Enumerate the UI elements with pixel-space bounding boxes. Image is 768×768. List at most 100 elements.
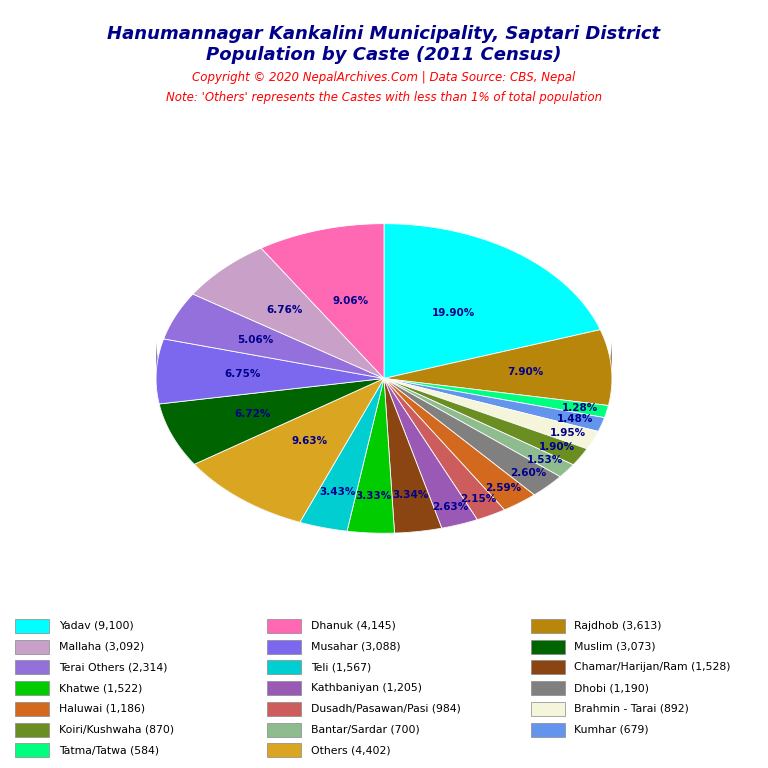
Polygon shape	[298, 483, 300, 522]
Text: 1.28%: 1.28%	[561, 402, 598, 412]
Polygon shape	[384, 339, 535, 495]
Bar	[531, 723, 564, 737]
Polygon shape	[272, 475, 273, 514]
Polygon shape	[347, 379, 395, 533]
Text: 2.63%: 2.63%	[432, 502, 468, 512]
Text: Muslim (3,073): Muslim (3,073)	[574, 641, 656, 652]
Polygon shape	[384, 339, 395, 533]
Text: 6.72%: 6.72%	[234, 409, 271, 419]
Text: Koiri/Kushwaha (870): Koiri/Kushwaha (870)	[59, 724, 174, 735]
Polygon shape	[220, 448, 222, 487]
Polygon shape	[266, 472, 267, 511]
Bar	[531, 640, 564, 654]
Bar	[267, 660, 301, 674]
Polygon shape	[292, 482, 293, 521]
Polygon shape	[284, 478, 286, 518]
Bar	[15, 723, 49, 737]
Polygon shape	[253, 466, 254, 505]
Polygon shape	[224, 450, 226, 490]
Polygon shape	[300, 379, 384, 531]
Polygon shape	[384, 379, 587, 465]
Text: Note: 'Others' represents the Castes with less than 1% of total population: Note: 'Others' represents the Castes wit…	[166, 91, 602, 104]
Polygon shape	[260, 469, 261, 508]
Polygon shape	[263, 471, 264, 510]
Polygon shape	[228, 452, 230, 492]
Text: Kumhar (679): Kumhar (679)	[574, 724, 649, 735]
Text: 1.95%: 1.95%	[550, 428, 586, 438]
Polygon shape	[384, 339, 604, 418]
Text: Copyright © 2020 NepalArchives.Com | Data Source: CBS, Nepal: Copyright © 2020 NepalArchives.Com | Dat…	[192, 71, 576, 84]
Polygon shape	[384, 339, 477, 520]
Polygon shape	[210, 440, 211, 479]
Polygon shape	[254, 467, 255, 506]
Bar	[531, 702, 564, 716]
Text: 2.15%: 2.15%	[460, 494, 496, 504]
Polygon shape	[286, 479, 287, 518]
Polygon shape	[198, 429, 200, 469]
Bar	[267, 723, 301, 737]
Polygon shape	[384, 379, 477, 528]
Bar	[531, 660, 564, 674]
Polygon shape	[283, 478, 284, 518]
Polygon shape	[384, 339, 598, 432]
Polygon shape	[384, 379, 442, 533]
Polygon shape	[222, 449, 223, 488]
Text: Mallaha (3,092): Mallaha (3,092)	[59, 641, 144, 652]
Polygon shape	[223, 449, 224, 489]
Polygon shape	[347, 339, 384, 531]
Bar	[15, 660, 49, 674]
Polygon shape	[384, 379, 604, 432]
Text: 2.59%: 2.59%	[485, 483, 521, 493]
Polygon shape	[226, 451, 227, 491]
Polygon shape	[194, 339, 384, 465]
Polygon shape	[384, 339, 560, 477]
Text: 3.34%: 3.34%	[392, 490, 429, 500]
Text: Population by Caste (2011 Census): Population by Caste (2011 Census)	[207, 46, 561, 64]
Polygon shape	[218, 446, 220, 485]
Polygon shape	[230, 454, 232, 494]
Polygon shape	[275, 475, 276, 515]
Polygon shape	[216, 444, 217, 484]
Polygon shape	[255, 468, 257, 507]
Polygon shape	[293, 482, 295, 521]
Polygon shape	[241, 461, 243, 500]
Bar	[531, 619, 564, 633]
Polygon shape	[384, 339, 573, 465]
Polygon shape	[296, 483, 298, 521]
Polygon shape	[261, 470, 263, 509]
Polygon shape	[384, 329, 612, 406]
Polygon shape	[240, 460, 241, 499]
Bar	[15, 619, 49, 633]
Polygon shape	[384, 339, 442, 528]
Text: Hanumannagar Kankalini Municipality, Saptari District: Hanumannagar Kankalini Municipality, Sap…	[108, 25, 660, 42]
Polygon shape	[384, 339, 477, 520]
Polygon shape	[201, 432, 203, 472]
Bar	[15, 640, 49, 654]
Polygon shape	[384, 339, 608, 406]
Bar	[15, 681, 49, 695]
Polygon shape	[243, 461, 244, 501]
Polygon shape	[261, 223, 384, 379]
Text: 9.63%: 9.63%	[291, 436, 327, 446]
Text: 3.43%: 3.43%	[319, 487, 356, 497]
Text: 3.33%: 3.33%	[356, 491, 392, 501]
Text: 1.53%: 1.53%	[527, 455, 563, 465]
Polygon shape	[281, 478, 283, 517]
Polygon shape	[270, 474, 272, 513]
Polygon shape	[233, 456, 234, 495]
Text: 9.06%: 9.06%	[333, 296, 369, 306]
Polygon shape	[276, 476, 278, 515]
Text: Musahar (3,088): Musahar (3,088)	[311, 641, 401, 652]
Polygon shape	[384, 339, 573, 465]
Polygon shape	[237, 458, 239, 498]
Polygon shape	[295, 482, 296, 521]
Polygon shape	[289, 480, 290, 519]
Polygon shape	[384, 339, 598, 432]
Text: Bantar/Sardar (700): Bantar/Sardar (700)	[311, 724, 420, 735]
Polygon shape	[273, 475, 275, 515]
Polygon shape	[206, 436, 207, 475]
Text: Khatwe (1,522): Khatwe (1,522)	[59, 683, 142, 694]
Polygon shape	[200, 432, 201, 471]
Text: Dhobi (1,190): Dhobi (1,190)	[574, 683, 650, 694]
Polygon shape	[300, 339, 384, 522]
